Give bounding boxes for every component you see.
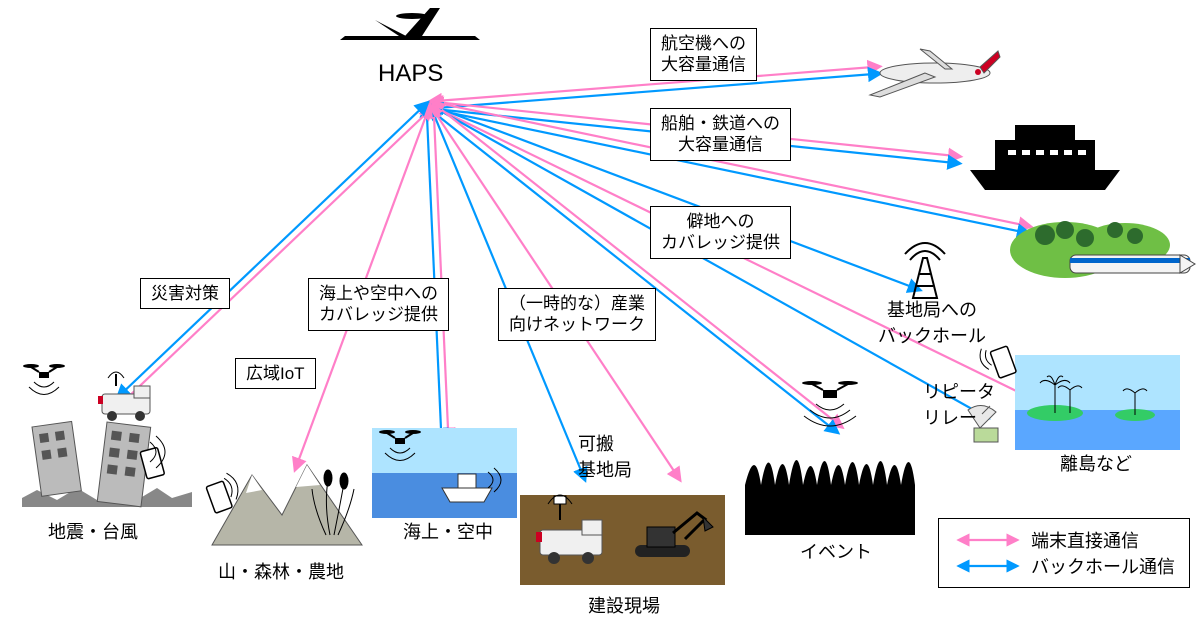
label-box-wide-iot: 広域IoT [235, 358, 316, 389]
label-line: 基地局への [887, 300, 977, 320]
label-portable-bs: 可搬 基地局 [578, 430, 632, 482]
ship-icon [970, 125, 1120, 190]
label-line: 僻地への [687, 212, 755, 231]
label-line: カバレッジ提供 [661, 233, 780, 252]
label-line: 基地局 [578, 460, 632, 480]
construction-site-icon [520, 495, 725, 585]
arrows-layer [118, 67, 1045, 480]
label-line: （一時的な）産業 [509, 294, 645, 313]
train-hills-icon [1010, 221, 1195, 278]
mountain-forest-icon [204, 465, 362, 545]
label-construction: 建設現場 [588, 592, 660, 618]
antenna-tower-icon [905, 243, 945, 298]
label-line: 航空機への [661, 34, 746, 53]
label-sea-air: 海上・空中 [403, 518, 493, 544]
legend-label: 端末直接通信 [1031, 527, 1139, 553]
label-line: 大容量通信 [661, 55, 746, 74]
label-box-aircraft-comm: 航空機への 大容量通信 [650, 28, 757, 81]
event-crowd-icon [745, 381, 915, 535]
label-earthquake: 地震・台風 [48, 518, 138, 544]
label-line: リレー [923, 408, 977, 428]
legend-row: 端末直接通信 [953, 527, 1175, 553]
label-line: バックホール [878, 326, 986, 346]
haps-label: HAPS [378, 60, 443, 88]
label-line: 船舶・鉄道への [661, 114, 780, 133]
label-line: 海上や空中への [319, 284, 438, 303]
label-box-disaster: 災害対策 [140, 278, 230, 309]
legend-arrow-icon [953, 533, 1023, 547]
island-scene-icon [1015, 355, 1180, 450]
legend-arrow-icon [953, 559, 1023, 573]
legend-box: 端末直接通信 バックホール通信 [938, 518, 1190, 588]
label-box-industrial-net: （一時的な）産業 向けネットワーク [498, 288, 656, 341]
connection-arrow [427, 105, 442, 440]
label-box-sea-air-coverage: 海上や空中への カバレッジ提供 [308, 278, 449, 331]
label-line: リピータ [923, 382, 995, 402]
label-box-remote-coverage: 僻地への カバレッジ提供 [650, 206, 791, 259]
label-event: イベント [800, 538, 872, 564]
label-line: 向けネットワーク [509, 315, 645, 334]
label-line: 災害対策 [151, 284, 219, 303]
label-box-ship-rail: 船舶・鉄道への 大容量通信 [650, 108, 791, 161]
haps-aircraft-icon [340, 8, 480, 40]
label-bs-backhaul: 基地局への バックホール [878, 296, 986, 348]
legend-label: バックホール通信 [1031, 553, 1175, 579]
label-island: 離島など [1060, 450, 1132, 476]
label-line: 広域IoT [246, 364, 305, 383]
label-line: 可搬 [578, 434, 614, 454]
connection-arrow [433, 105, 448, 440]
disaster-scene-icon [22, 364, 192, 507]
legend-row: バックホール通信 [953, 553, 1175, 579]
label-repeater: リピータ リレー [923, 378, 995, 430]
label-line: 大容量通信 [678, 135, 763, 154]
connection-arrow [118, 102, 428, 397]
label-mountain: 山・森林・農地 [218, 558, 344, 584]
sea-air-icon [372, 428, 517, 518]
airplane-icon [870, 49, 1000, 97]
label-line: カバレッジ提供 [319, 305, 438, 324]
